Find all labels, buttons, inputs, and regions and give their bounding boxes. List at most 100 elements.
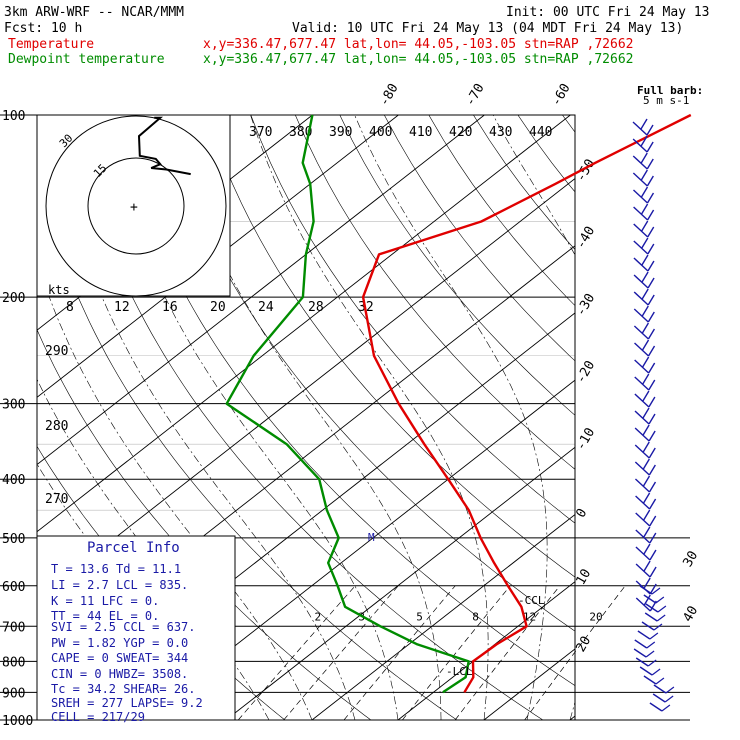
isotherm-label: -20	[573, 358, 598, 386]
barb-legend-unit: 5 m s-1	[643, 94, 689, 107]
wind-barb-staff	[643, 594, 657, 604]
dry-adiabat	[384, 115, 575, 362]
dry-adiabat	[116, 115, 575, 686]
wind-barb	[633, 305, 655, 323]
wind-barb-staff	[633, 325, 649, 340]
parcel-row: TT = 44 EL = 0.	[51, 609, 159, 623]
wind-barb	[643, 594, 665, 604]
mixing-ratio-label: 5	[416, 610, 423, 623]
mixing-ratio-group	[237, 585, 626, 720]
wind-barb	[635, 657, 657, 667]
wind-barb-staff	[639, 666, 653, 676]
wind-barb	[643, 675, 665, 685]
isotherm-label: 20	[573, 634, 594, 655]
wind-barb-staff	[633, 274, 649, 289]
dry-adiabat	[37, 166, 458, 720]
dry-adiabat	[607, 115, 740, 720]
isotherm-label: 30	[680, 549, 701, 570]
dewpoint-legend-label: Dewpoint temperature	[8, 52, 165, 67]
wind-barb-staff	[634, 359, 650, 374]
wind-barb-staff	[635, 657, 649, 667]
isotherm-label: -30	[573, 291, 598, 319]
wind-barb-flag	[649, 532, 657, 544]
dry-adiabat	[161, 115, 575, 632]
wind-barb-flag	[640, 169, 648, 181]
wind-barb-flag	[646, 158, 654, 170]
isotherm-label: -40	[573, 224, 598, 252]
wind-barb-flag	[657, 605, 667, 613]
isotherm-label: -10	[573, 425, 598, 453]
pressure-tick-label: 900	[2, 686, 25, 701]
wind-barb	[635, 492, 657, 510]
wind-barb-flag	[647, 294, 655, 306]
wind-barb-flag	[643, 594, 651, 606]
isotherm-label: -70	[463, 81, 488, 109]
wind-barb	[639, 585, 661, 595]
wind-barb	[635, 526, 657, 544]
parcel-row: SREH = 277 LAPSE= 9.2	[51, 696, 203, 710]
theta-label: 430	[489, 125, 512, 140]
wind-barb-staff	[637, 630, 651, 640]
hodograph-center-mark: +	[130, 200, 138, 215]
wind-barb-staff	[641, 621, 655, 631]
wind-barb	[634, 475, 657, 493]
isotherm-line	[311, 513, 575, 720]
wind-barb	[634, 339, 656, 357]
wind-barb-flag	[655, 596, 665, 604]
temperature-legend-info: x,y=336.47,677.47 lat,lon= 44.05,-103.05…	[203, 37, 633, 52]
wind-barb-flag	[656, 614, 666, 622]
parcel-row: CELL = 217/29	[51, 710, 145, 724]
mixing-ratio-label: 2	[315, 610, 322, 623]
mixing-ratio-line	[343, 585, 456, 720]
isotherm-line	[37, 115, 399, 398]
wind-barb-staff	[653, 684, 667, 694]
isotherm-line	[37, 178, 575, 600]
wind-barb	[637, 630, 659, 640]
moist-adiabat	[106, 115, 399, 720]
wind-barb-staff	[635, 546, 651, 561]
hodograph-speed-label: 20	[210, 300, 226, 315]
theta-label: 400	[369, 125, 392, 140]
wind-barb-flag	[641, 237, 649, 249]
wind-barb-flag	[642, 407, 650, 419]
moist-adiabat	[54, 115, 356, 720]
wind-barb-flag	[646, 124, 654, 136]
wind-barb	[635, 509, 657, 527]
wind-barb-flag	[649, 515, 657, 527]
plot-frame	[36, 114, 576, 721]
wind-barb-flag	[641, 254, 649, 266]
mixing-ratio-line	[283, 585, 399, 720]
wind-barb	[653, 684, 675, 694]
wind-barb-flag	[648, 447, 656, 459]
wind-barb-flag	[649, 632, 659, 640]
wind-barb-staff	[632, 138, 648, 153]
wind-barb	[633, 220, 655, 238]
wind-barb-flag	[648, 481, 657, 493]
wind-barb-flag	[642, 458, 650, 470]
ccl-marker: -CCL	[518, 594, 545, 607]
wind-barb-flag	[648, 430, 656, 442]
hodograph-speed-label: 24	[258, 300, 274, 315]
wind-barb-flag	[640, 203, 649, 215]
forecast-hour: Fcst: 10 h	[4, 21, 82, 36]
pressure-labels: 100 200 300 400 500 600 700 800 900 1000	[2, 109, 33, 729]
wind-barb	[633, 648, 655, 658]
theta-label: 410	[409, 125, 432, 140]
wind-barb-flag	[641, 322, 650, 334]
wind-barb-staff	[632, 189, 648, 204]
wind-barb-flag	[642, 373, 650, 385]
wind-barb-staff	[633, 308, 649, 323]
wind-barb	[634, 424, 656, 442]
dry-adiabat	[206, 115, 575, 578]
isotherm-labels: -80 -70 -60 -50 -40 -30 -20 -10 0 10 20 30 40	[377, 81, 701, 655]
wind-barb-flag	[642, 390, 650, 402]
wind-barb-staff	[632, 155, 648, 170]
wind-barb-flag	[648, 396, 656, 408]
pressure-tick-label: 600	[2, 580, 25, 595]
isotherm-label: -60	[549, 81, 574, 109]
wind-barb-flag	[648, 413, 656, 425]
wind-barb-flag	[655, 677, 665, 685]
hodograph-speed-label: 16	[162, 300, 178, 315]
hodograph-ring-30	[45, 115, 227, 297]
pressure-tick-label: 700	[2, 620, 25, 635]
